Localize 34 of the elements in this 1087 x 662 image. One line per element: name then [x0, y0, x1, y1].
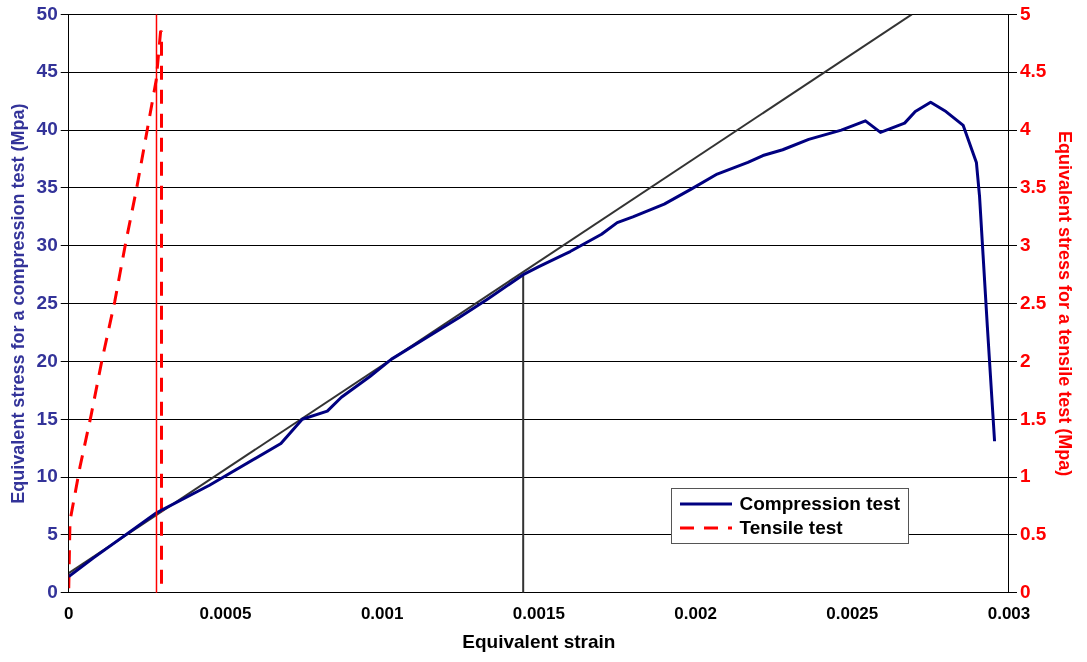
y2-tick-label: 1.5: [1019, 407, 1047, 429]
y2-tick-label: 0.5: [1019, 523, 1047, 545]
y-tick-label: 45: [36, 60, 59, 82]
y-axis-title: Equivalent stress for a compression test (Mpa): [7, 103, 28, 504]
x-tick-label: 0.003: [987, 603, 1031, 623]
y2-axis-title: Equivalent stress for a tensile test (Mpa): [1055, 131, 1076, 477]
y-tick-label: 10: [36, 465, 58, 487]
y2-tick-label: 4.5: [1019, 60, 1047, 82]
legend-label: Tensile test: [739, 515, 843, 540]
y-tick-label: 0: [47, 581, 58, 603]
y-tick-label: 50: [36, 2, 58, 24]
x-tick-label: 0: [64, 603, 74, 623]
y2-tick-label: 3.5: [1019, 176, 1047, 198]
y-tick-label: 5: [47, 523, 59, 545]
legend-label: Compression test: [739, 491, 900, 516]
x-tick-label: 0.0025: [826, 603, 879, 623]
y2-tick-label: 1: [1019, 465, 1031, 487]
y-tick-label: 35: [36, 176, 59, 198]
y-tick-label: 25: [36, 291, 59, 313]
x-axis-title: Equivalent strain: [462, 630, 616, 652]
y2-tick-label: 2: [1019, 349, 1031, 371]
x-tick-label: 0.002: [674, 603, 717, 623]
x-tick-label: 0.0005: [199, 603, 252, 623]
x-tick-label: 0.001: [360, 603, 404, 623]
y-tick-label: 20: [36, 349, 58, 371]
y2-tick-label: 0: [1019, 581, 1031, 603]
y2-tick-label: 2.5: [1019, 291, 1047, 313]
y-tick-label: 40: [36, 118, 58, 140]
y2-tick-label: 5: [1019, 2, 1031, 24]
x-tick-label: 0.0015: [512, 603, 565, 623]
y-tick-label: 30: [36, 233, 58, 255]
y2-tick-label: 4: [1019, 118, 1031, 140]
y-tick-label: 15: [36, 407, 59, 429]
y2-tick-label: 3: [1019, 233, 1031, 255]
